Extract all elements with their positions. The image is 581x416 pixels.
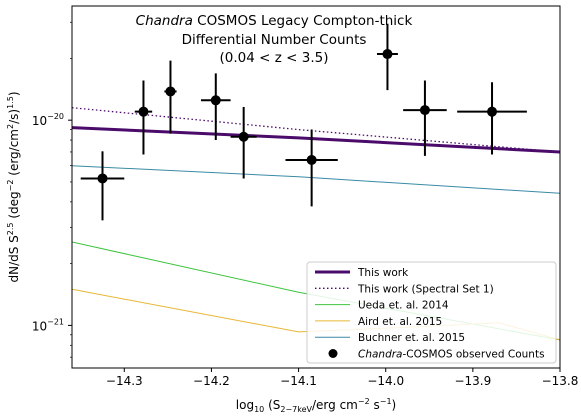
data-point-0 [80,151,125,221]
point-marker [487,106,498,117]
legend-label: Aird et. al. 2015 [358,316,442,328]
x-axis-label: log10 (S2−7keV/erg cm−2 s−1) [236,397,396,414]
legend-entry-0: This work [315,267,409,279]
point-marker [210,95,221,106]
legend-label: Buchner et. al. 2015 [358,332,465,344]
series-line-0 [72,126,560,154]
data-point-1 [134,80,153,155]
legend-label: Ueda et. al. 2014 [358,300,449,312]
legend-box [306,261,557,364]
x-tick-label: −14.0 [367,374,404,388]
data-point-3 [200,73,231,141]
data-point-2 [164,60,177,134]
point-marker [419,105,430,116]
y-tick-label: 10−21 [32,317,64,333]
plot-frame [71,5,561,369]
legend-entry-2: Ueda et. al. 2014 [315,300,449,312]
point-marker [306,154,317,165]
legend-label: This work (Spectral Set 1) [357,283,494,295]
y-tick-label: 10−20 [32,112,64,128]
legend-entry-3: Aird et. al. 2015 [315,316,442,328]
points-layer [80,23,527,221]
x-axis-ticks: −14.3 −14.2 −14.1 −14.0 −13.9 −13.8 [106,368,578,388]
data-point-7 [403,80,447,156]
y-axis-label: dN/dS S2.5 (deg−2 (erg/cm2/s)1.5) [6,91,21,282]
legend-label: This work [357,267,409,279]
legend-marker [328,349,338,358]
x-tick-label: −14.2 [193,374,230,388]
title-line-1: Differential Number Counts [182,32,367,48]
legend-entry-1: This work (Spectral Set 1) [315,283,494,295]
legend-label: Chandra-COSMOS observed Counts [358,349,545,361]
legend: This work This work (Spectral Set 1) Ueda … [306,261,557,364]
x-tick-label: −13.8 [542,374,579,388]
x-tick-label: −13.9 [454,374,491,388]
chart-title: Chandra COSMOS Legacy Compton-thick Diffe… [136,13,413,66]
x-tick-label: −14.3 [106,374,143,388]
point-marker [165,86,176,97]
legend-entry-4: Buchner et. al. 2015 [315,332,465,344]
point-marker [138,106,149,117]
point-marker [238,131,249,142]
series-line-4 [72,165,560,194]
y-axis-ticks: 10−21 10−20 [32,21,72,358]
point-marker [382,49,393,60]
data-point-5 [285,129,338,207]
title-line-0: Chandra COSMOS Legacy Compton-thick [136,13,413,29]
x-tick-label: −14.1 [280,374,317,388]
data-point-8 [457,82,527,155]
point-marker [97,173,108,184]
title-line-2: (0.04 < z < 3.5) [220,50,329,66]
data-point-4 [230,106,257,179]
data-point-6 [377,23,398,91]
legend-entry-5: Chandra-COSMOS observed Counts [328,349,545,361]
